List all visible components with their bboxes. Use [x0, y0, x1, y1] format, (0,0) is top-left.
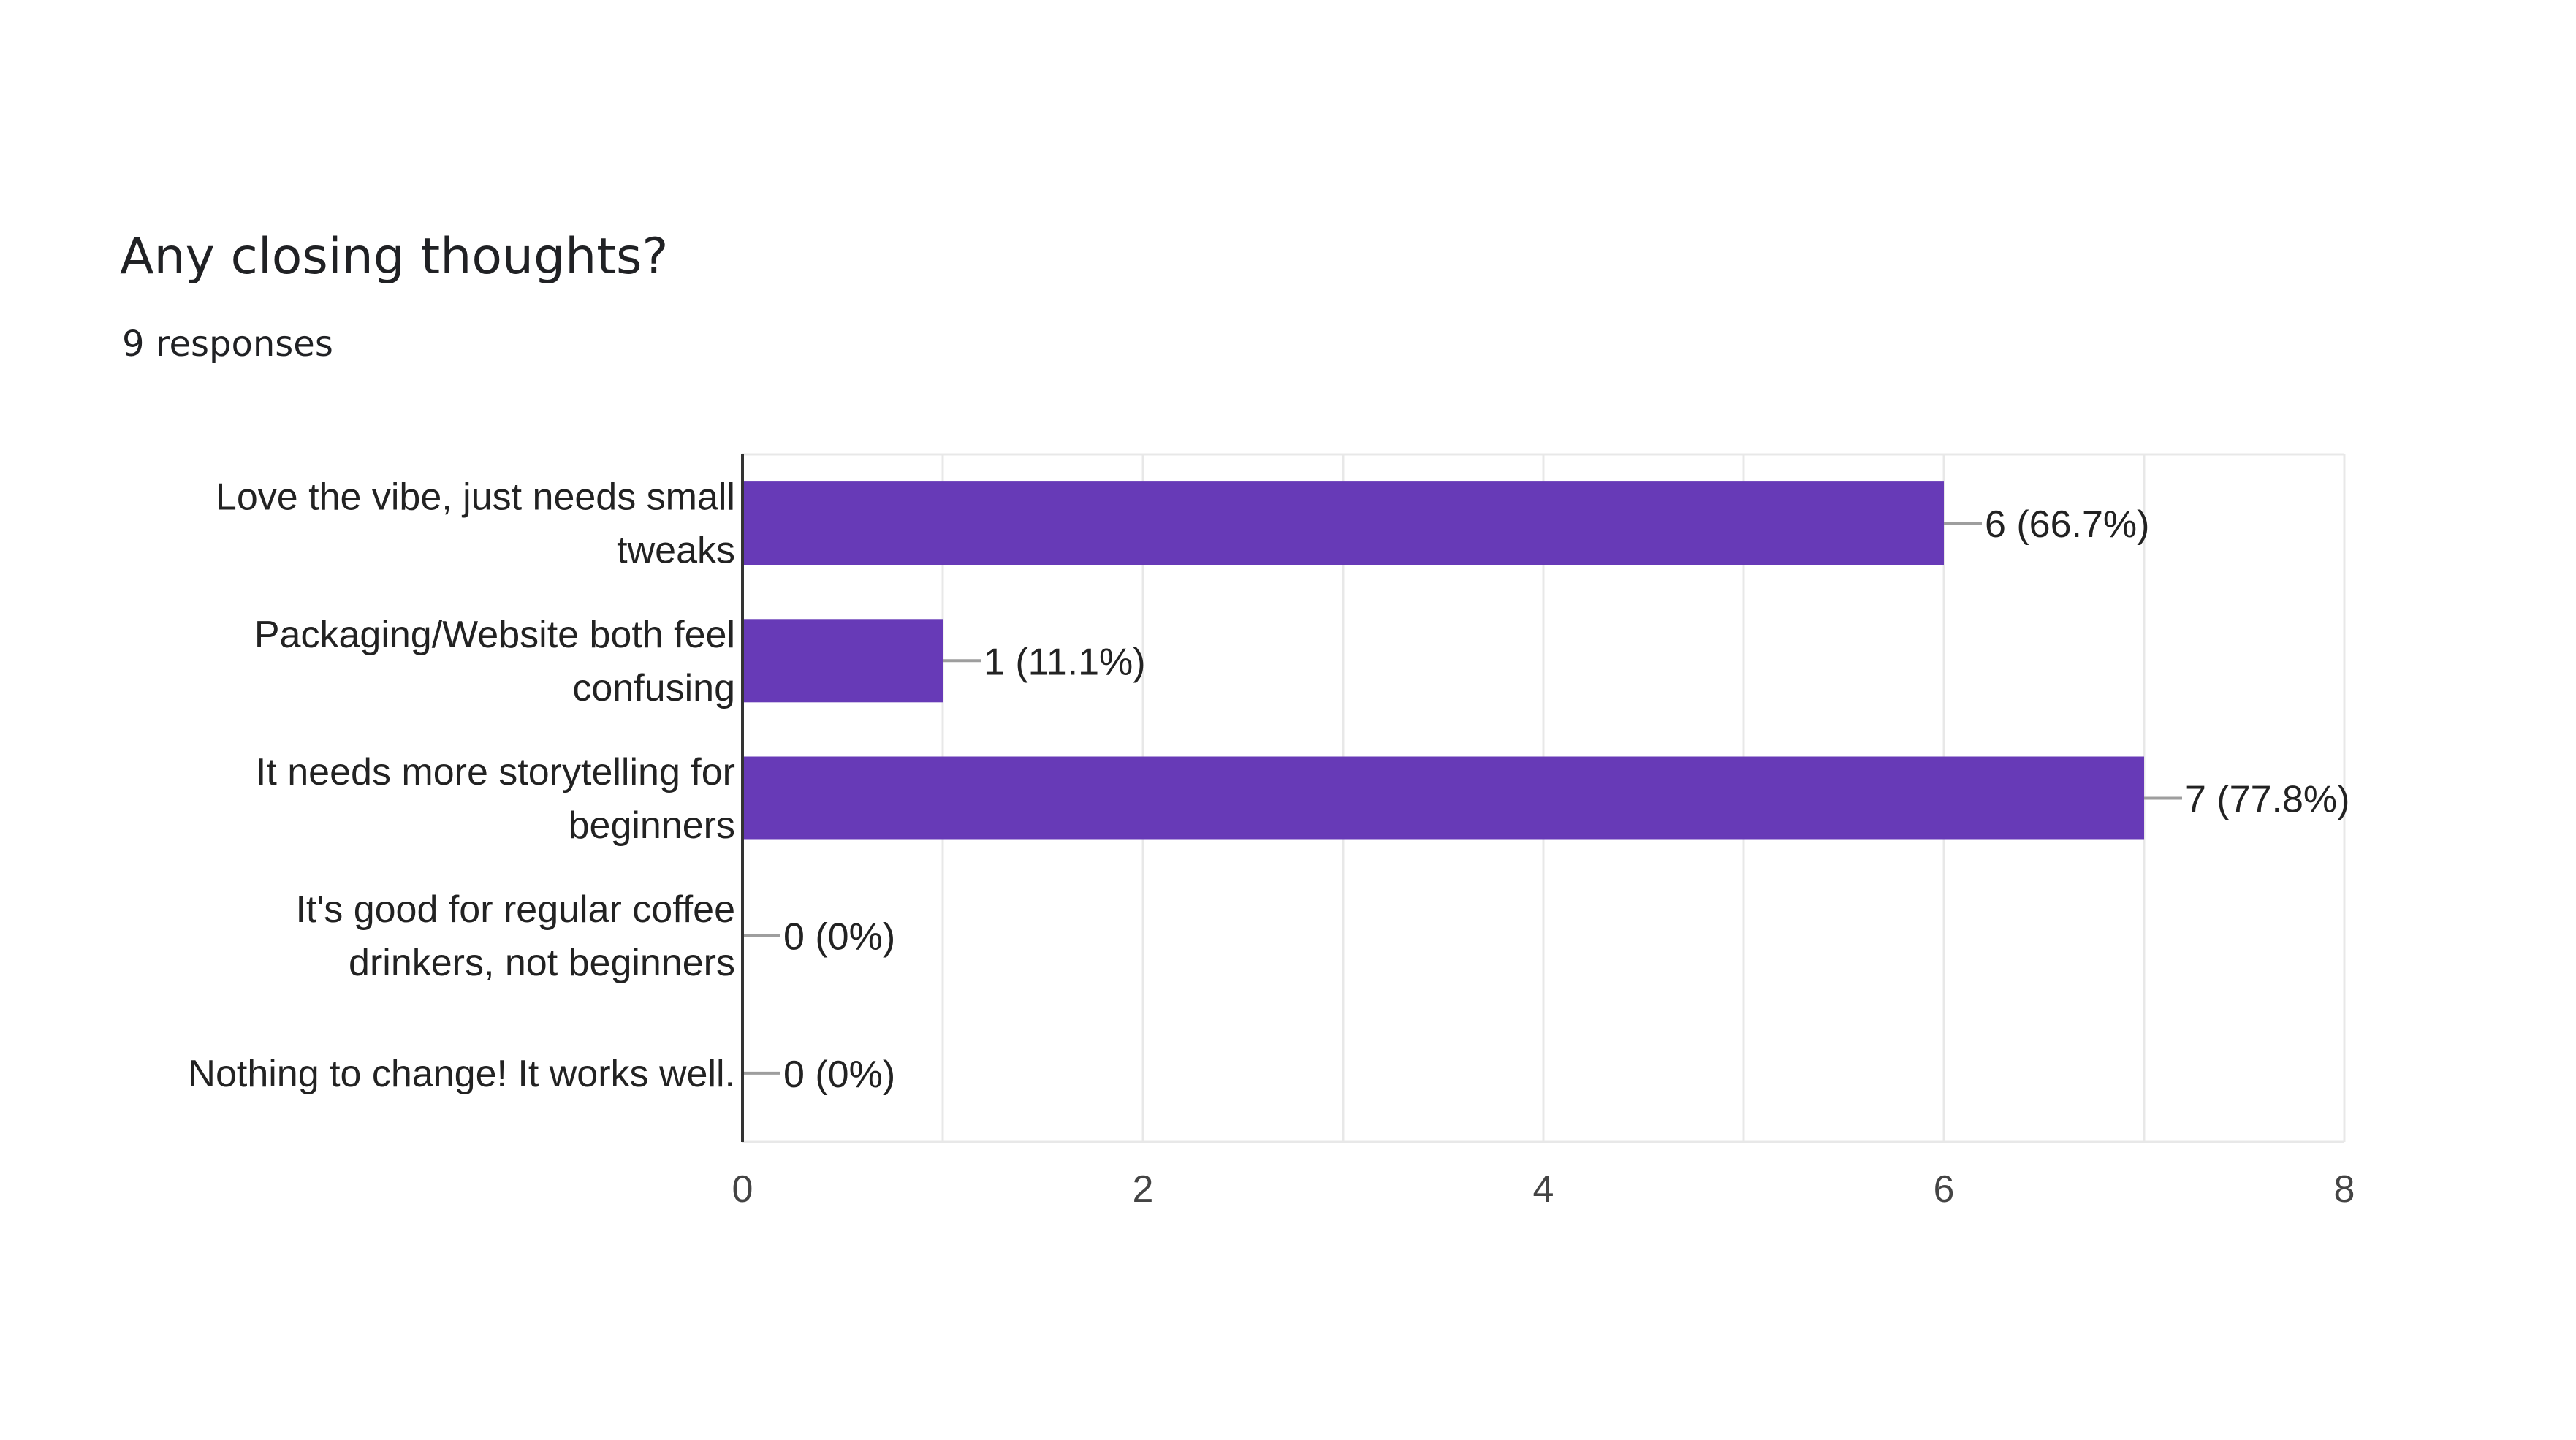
bar — [742, 756, 2144, 840]
bar — [742, 619, 943, 703]
category-label: Nothing to change! It works well. — [188, 1053, 735, 1095]
category-label: Packaging/Website both feel — [254, 614, 735, 656]
category-label: Love the vibe, just needs small — [216, 476, 735, 519]
data-label: 7 (77.8%) — [2185, 779, 2349, 821]
chart-title: Any closing thoughts? — [120, 228, 669, 286]
bar — [742, 481, 1944, 565]
data-label: 1 (11.1%) — [984, 641, 1146, 683]
x-tick-label: 0 — [732, 1168, 753, 1211]
category-label: beginners — [569, 804, 735, 847]
category-label: It's good for regular coffee — [295, 888, 735, 931]
data-label: 6 (66.7%) — [1985, 503, 2149, 546]
category-label: tweaks — [617, 530, 735, 572]
data-label: 0 (0%) — [783, 1054, 895, 1096]
x-tick-label: 6 — [1934, 1168, 1955, 1211]
x-tick-label: 2 — [1133, 1168, 1154, 1211]
x-tick-label: 8 — [2334, 1168, 2355, 1211]
data-label: 0 (0%) — [783, 916, 895, 959]
category-label: It needs more storytelling for — [256, 751, 735, 793]
response-count: 9 responses — [122, 324, 333, 365]
x-tick-label: 4 — [1533, 1168, 1554, 1211]
category-label: confusing — [572, 667, 735, 709]
category-label: drinkers, not beginners — [349, 942, 735, 984]
